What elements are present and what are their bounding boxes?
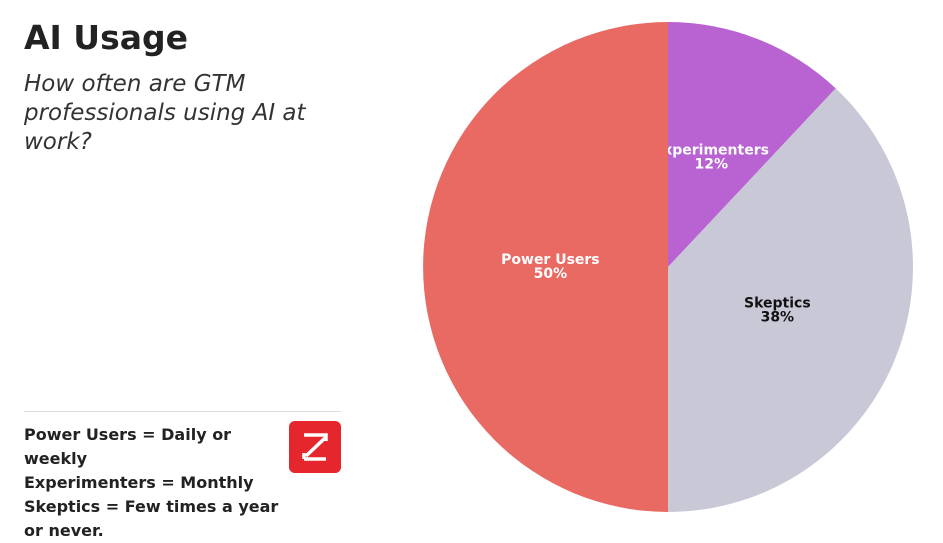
value-label: 38% xyxy=(761,309,795,325)
value-label: 50% xyxy=(534,266,568,282)
value-label: 12% xyxy=(695,157,729,173)
notes: Power Users = Daily or weekly Experiment… xyxy=(24,423,286,543)
note: Skeptics = Few times a year or never. xyxy=(24,497,279,540)
note: Experimenters = Monthly xyxy=(24,473,254,492)
logo xyxy=(289,421,341,473)
divider xyxy=(24,411,341,412)
slice-label: Skeptics xyxy=(744,295,811,311)
note: Power Users = Daily or weekly xyxy=(24,425,232,468)
chart-subtitle: How often are GTM professionals using AI… xyxy=(24,71,306,155)
chart-title: AI Usage xyxy=(24,18,189,57)
pie-slice xyxy=(668,22,836,267)
slice-label: Power Users xyxy=(501,252,600,268)
pie-slice xyxy=(423,22,668,512)
slice-label: Experimenters xyxy=(654,143,769,159)
pie-slice xyxy=(668,88,913,513)
